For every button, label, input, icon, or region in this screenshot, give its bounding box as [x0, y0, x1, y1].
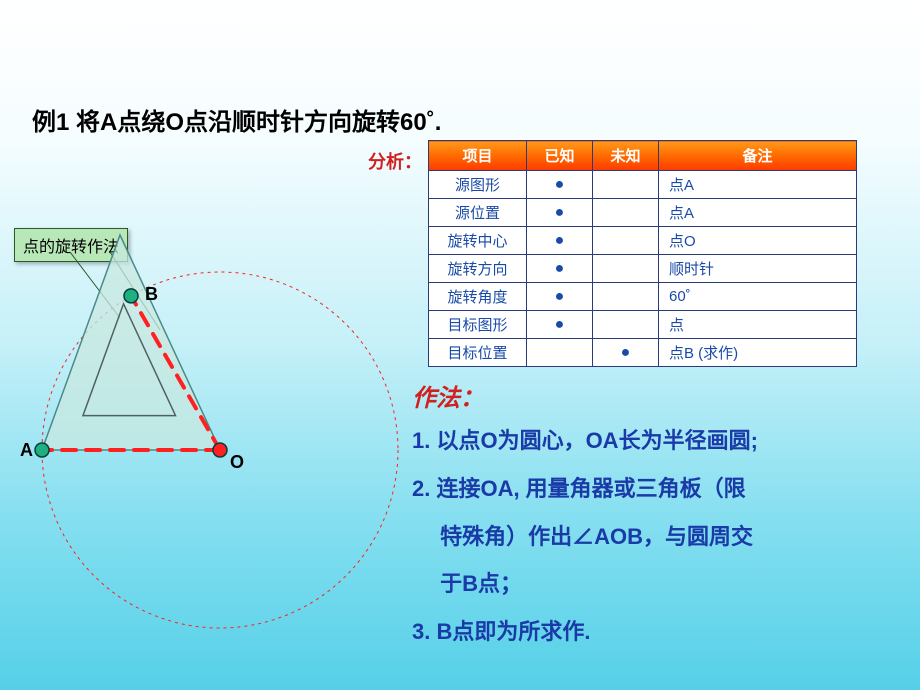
- analysis-table: 项目 已知 未知 备注 源图形●点A源位置●点A旋转中心●点O旋转方向●顺时针旋…: [428, 140, 857, 367]
- table-cell: [593, 227, 659, 255]
- th-item: 项目: [429, 141, 527, 171]
- table-cell: ●: [527, 171, 593, 199]
- point-label-O: O: [230, 452, 244, 473]
- diagram: A B O: [0, 230, 400, 650]
- table-cell: 目标图形: [429, 311, 527, 339]
- point-label-B: B: [145, 284, 158, 305]
- table-cell: 源图形: [429, 171, 527, 199]
- table-cell: ●: [593, 339, 659, 367]
- th-unknown: 未知: [593, 141, 659, 171]
- table-cell: 源位置: [429, 199, 527, 227]
- table-cell: ●: [527, 227, 593, 255]
- step-2b: 特殊角）作出∠AOB，与圆周交: [412, 516, 892, 558]
- analysis-label: 分析：: [368, 148, 422, 174]
- table-cell: 目标位置: [429, 339, 527, 367]
- table-cell: 点A: [659, 199, 857, 227]
- step-3: 3. B点即为所求作.: [412, 611, 892, 653]
- table-cell: 点: [659, 311, 857, 339]
- steps-block: 1. 以点O为圆心，OA长为半径画圆; 2. 连接OA, 用量角器或三角板（限 …: [412, 420, 892, 659]
- table-cell: 旋转中心: [429, 227, 527, 255]
- table-cell: [593, 255, 659, 283]
- th-note: 备注: [659, 141, 857, 171]
- point-label-A: A: [20, 440, 33, 461]
- table-cell: 点O: [659, 227, 857, 255]
- table-cell: 旋转方向: [429, 255, 527, 283]
- table-cell: 点A: [659, 171, 857, 199]
- table-cell: [593, 283, 659, 311]
- step-1: 1. 以点O为圆心，OA长为半径画圆;: [412, 420, 892, 462]
- table-cell: ●: [527, 255, 593, 283]
- table-cell: [593, 171, 659, 199]
- geometry-svg: [0, 230, 400, 650]
- table-cell: 60˚: [659, 283, 857, 311]
- table-cell: [593, 311, 659, 339]
- th-known: 已知: [527, 141, 593, 171]
- table-cell: [527, 339, 593, 367]
- table-cell: ●: [527, 311, 593, 339]
- table-cell: ●: [527, 283, 593, 311]
- step-2c: 于B点；: [412, 563, 892, 605]
- example-title: 例1 将A点绕O点沿顺时针方向旋转60˚.: [32, 102, 441, 137]
- table-cell: 顺时针: [659, 255, 857, 283]
- table-cell: 旋转角度: [429, 283, 527, 311]
- method-label: 作法：: [412, 378, 484, 413]
- step-2a: 2. 连接OA, 用量角器或三角板（限: [412, 468, 892, 510]
- table-cell: 点B (求作): [659, 339, 857, 367]
- table-cell: [593, 199, 659, 227]
- table-cell: ●: [527, 199, 593, 227]
